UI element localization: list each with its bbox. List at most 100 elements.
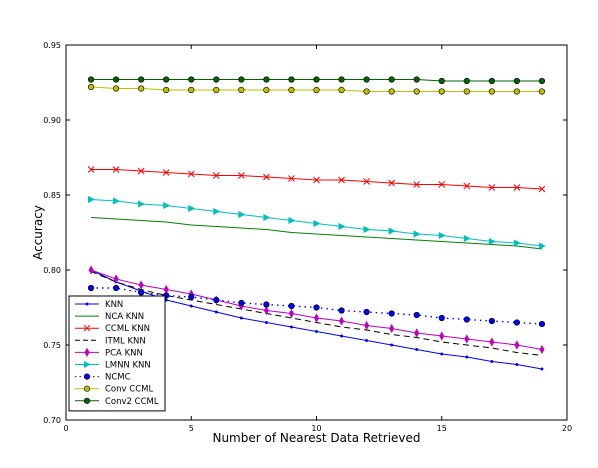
data-point-ncmc (263, 301, 270, 308)
data-point-conv-ccml (112, 85, 120, 92)
data-point-conv-ccml (413, 88, 420, 95)
data-point-ccml-knn (538, 185, 546, 193)
data-point-ncmc (338, 307, 345, 314)
data-point-knn (365, 338, 369, 343)
data-point-pca-knn (313, 313, 320, 323)
data-point-conv2-ccml (413, 76, 420, 83)
data-point-conv2-ccml (188, 76, 195, 83)
data-point-knn (390, 343, 394, 347)
data-point-lmnn-knn (388, 227, 396, 235)
data-point-knn (540, 367, 544, 371)
y-tick-label: 0.85 (43, 191, 61, 200)
data-point-ncmc (488, 317, 495, 325)
legend-item-conv-ccml: Conv CCML (75, 385, 153, 395)
legend: KNN NCA KNN CCML KNN ITML KNN PCA KNN LMNN KN… (68, 295, 166, 412)
y-tick-label: 0.75 (43, 341, 61, 350)
data-point-ccml-knn (363, 178, 370, 185)
data-point-lmnn-knn (288, 216, 296, 225)
data-point-conv2-ccml (87, 76, 95, 83)
legend-marker (83, 360, 91, 369)
data-point-pca-knn (464, 334, 470, 344)
data-point-ncmc (188, 293, 195, 301)
series-line-nca-knn (91, 217, 543, 250)
legend-marker (85, 302, 89, 306)
data-point-ccml-knn (388, 179, 396, 187)
data-point-ncmc (413, 311, 420, 319)
data-point-ccml-knn (137, 167, 145, 175)
x-tick-label: 0 (63, 424, 68, 433)
data-point-ccml-knn (87, 166, 95, 173)
data-point-conv2-ccml (388, 76, 395, 83)
data-point-conv2-ccml (238, 76, 245, 83)
data-point-ncmc (388, 310, 395, 317)
data-point-knn (289, 325, 294, 329)
legend-marker (83, 373, 91, 380)
data-point-pca-knn (113, 274, 119, 284)
data-point-conv-ccml (288, 86, 295, 94)
data-point-ncmc (538, 320, 546, 328)
data-point-lmnn-knn (238, 210, 246, 219)
data-point-knn (415, 347, 419, 352)
series-ncmc (87, 284, 546, 328)
series-layer (87, 76, 546, 371)
data-point-conv-ccml (87, 83, 95, 91)
legend-item-knn: KNN (75, 300, 123, 310)
data-point-ccml-knn (263, 173, 270, 181)
data-point-ccml-knn (438, 181, 446, 188)
data-point-lmnn-knn (163, 201, 171, 210)
x-tick-label: 20 (562, 424, 572, 433)
data-point-knn (239, 316, 243, 320)
data-point-lmnn-knn (538, 242, 546, 250)
x-axis-label: Number of Nearest Data Retrieved (212, 431, 420, 445)
data-point-pca-knn (489, 337, 495, 347)
data-point-lmnn-knn (513, 239, 521, 247)
data-point-knn (490, 359, 494, 364)
data-point-conv-ccml (388, 88, 395, 95)
data-point-conv-ccml (138, 85, 145, 92)
data-point-lmnn-knn (113, 197, 121, 205)
data-point-lmnn-knn (263, 213, 271, 222)
data-point-knn (189, 304, 193, 308)
legend-label: NCMC (105, 373, 131, 383)
legend-label: NCA KNN (105, 312, 144, 322)
data-point-lmnn-knn (438, 231, 446, 240)
series-lmnn-knn (88, 195, 546, 250)
legend-label: ITML KNN (105, 336, 146, 346)
legend-marker (83, 385, 91, 392)
data-point-conv2-ccml (438, 77, 445, 85)
data-point-conv2-ccml (263, 76, 270, 83)
data-point-ncmc (213, 296, 220, 304)
data-point-pca-knn (414, 328, 420, 338)
data-point-pca-knn (514, 340, 520, 350)
data-point-pca-knn (288, 308, 294, 319)
data-point-lmnn-knn (413, 230, 421, 238)
data-point-lmnn-knn (338, 222, 346, 231)
data-point-ccml-knn (463, 182, 471, 190)
data-point-conv-ccml (463, 88, 470, 95)
x-tick-label: 15 (437, 424, 447, 433)
y-tick-label: 0.90 (43, 116, 61, 125)
data-point-conv2-ccml (163, 76, 170, 83)
legend-item-conv2-ccml: Conv2 CCML (75, 397, 159, 407)
data-point-ccml-knn (288, 175, 295, 182)
data-point-ncmc (463, 316, 470, 323)
legend-item-lmnn-knn: LMNN KNN (75, 361, 151, 371)
legend-marker (83, 324, 91, 332)
data-point-knn (264, 320, 268, 325)
data-point-lmnn-knn (313, 219, 321, 228)
data-point-lmnn-knn (188, 204, 196, 213)
data-point-ncmc (87, 284, 95, 292)
data-point-conv2-ccml (538, 77, 546, 85)
legend-label: Conv2 CCML (105, 397, 159, 407)
data-point-conv2-ccml (463, 77, 470, 85)
tick-layer: 0 5 10 15 20 0.70 0.75 0.80 0.85 0.90 0.95 (43, 41, 572, 433)
legend-item-ncmc: NCMC (75, 373, 131, 383)
data-point-ccml-knn (488, 184, 496, 191)
legend-box (68, 295, 166, 412)
data-point-conv2-ccml (288, 76, 295, 83)
data-point-conv2-ccml (363, 76, 370, 83)
data-point-lmnn-knn (138, 200, 146, 208)
data-point-conv-ccml (163, 86, 170, 94)
data-point-conv-ccml (263, 86, 270, 94)
